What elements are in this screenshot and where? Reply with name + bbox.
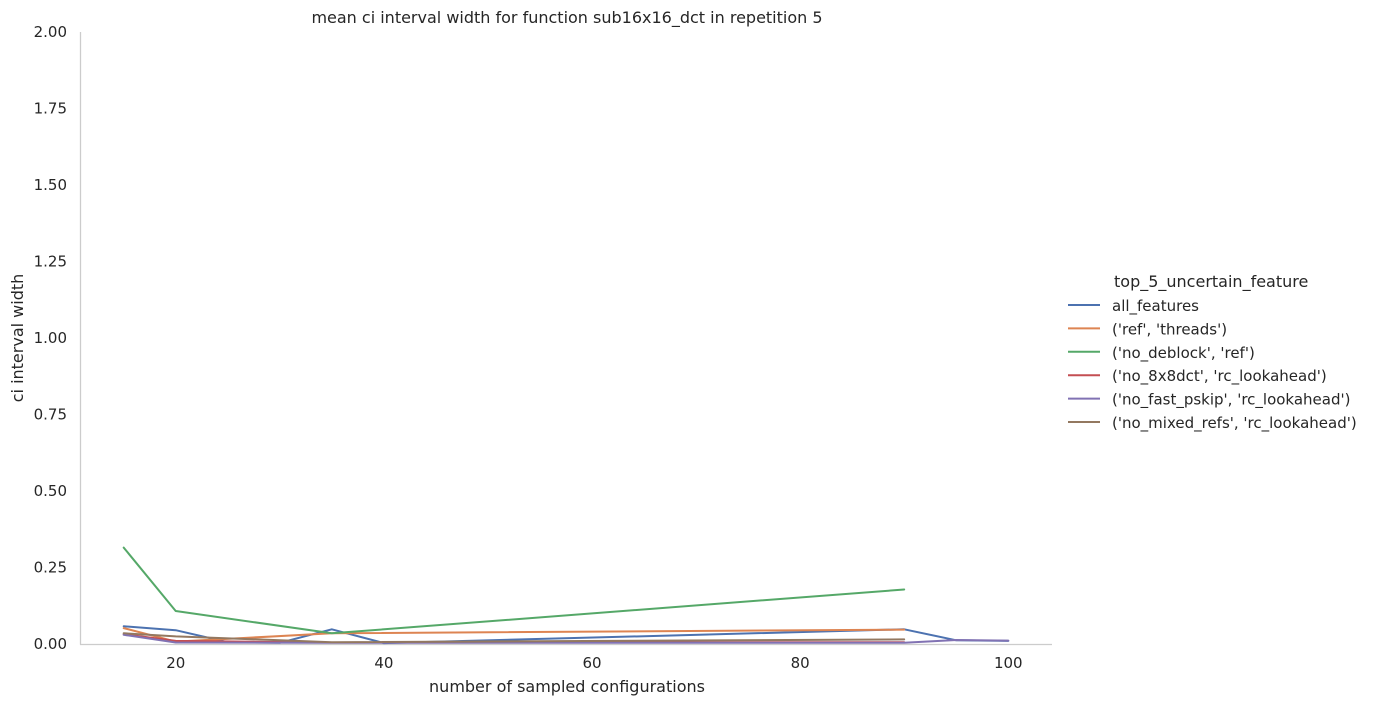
legend-label: ('no_8x8dct', 'rc_lookahead') [1112, 367, 1327, 386]
y-tick-label: 0.00 [34, 635, 67, 653]
chart-title: mean ci interval width for function sub1… [311, 8, 822, 28]
y-axis-title: ci interval width [8, 274, 27, 403]
y-tick-label: 2.00 [34, 23, 67, 41]
legend-label: ('no_mixed_refs', 'rc_lookahead') [1112, 414, 1357, 433]
legend-label: ('no_fast_pskip', 'rc_lookahead') [1112, 391, 1350, 410]
legend-title: top_5_uncertain_feature [1114, 272, 1308, 292]
y-tick-label: 0.25 [34, 559, 67, 577]
legend-label: ('ref', 'threads') [1112, 320, 1227, 338]
x-tick-label: 20 [166, 654, 185, 672]
x-axis-title: number of sampled configurations [429, 677, 705, 696]
y-tick-labels: 0.00 0.25 0.50 0.75 1.00 1.25 1.50 1.75 2.00 [34, 23, 67, 653]
x-tick-label: 80 [791, 654, 810, 672]
x-tick-label: 100 [994, 654, 1023, 672]
x-tick-label: 60 [582, 654, 601, 672]
series-line [122, 633, 1010, 644]
x-tick-labels: 20 40 60 80 100 [166, 654, 1022, 672]
y-tick-label: 1.00 [34, 329, 67, 347]
y-tick-label: 1.25 [34, 253, 67, 271]
legend-label: ('no_deblock', 'ref') [1112, 344, 1255, 363]
x-tick-label: 40 [374, 654, 393, 672]
series-line [122, 546, 906, 635]
legend-label: all_features [1112, 297, 1199, 316]
y-tick-label: 1.75 [34, 100, 67, 118]
legend: top_5_uncertain_feature all_features ('re… [1068, 272, 1357, 433]
series-lines [122, 546, 1010, 645]
series-line [122, 625, 1010, 645]
y-tick-label: 0.50 [34, 482, 67, 500]
y-tick-label: 1.50 [34, 176, 67, 194]
y-tick-label: 0.75 [34, 406, 67, 424]
series-line [122, 632, 906, 644]
